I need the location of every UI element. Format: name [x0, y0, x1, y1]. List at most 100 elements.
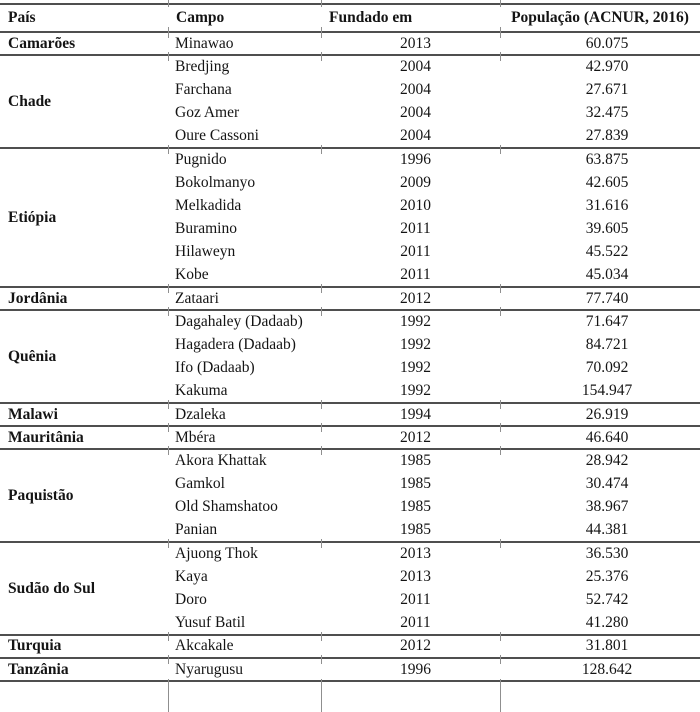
table-row: Kakuma 1992 154.947	[0, 380, 700, 403]
cell-camp: Hagadera (Dadaab)	[175, 336, 296, 354]
cell-camp: Kaya	[175, 567, 208, 585]
table-row: Paquistão Akora Khattak 1985 28.942	[0, 449, 700, 504]
table-row: Malawi Dzaleka 1994 26.919	[0, 403, 700, 426]
cell-camp: Old Shamshatoo	[175, 498, 278, 516]
cell-camp: Gamkol	[175, 475, 225, 493]
cell-founded-year: 1985	[400, 452, 431, 470]
cell-founded-year: 2012	[400, 428, 431, 446]
cell-founded-year: 2011	[400, 591, 431, 609]
table-row: Buramino 2011 39.605	[0, 218, 700, 241]
cell-population: 71.647	[585, 313, 629, 331]
table-row: Melkadida 2010 31.616	[0, 194, 700, 217]
cell-founded-year: 2004	[400, 58, 431, 76]
cell-population: 25.376	[585, 567, 629, 585]
column-tick	[500, 679, 501, 712]
cell-population: 77.740	[585, 289, 629, 307]
cell-population: 70.092	[585, 359, 629, 377]
table-row: Goz Amer 2004 32.475	[0, 102, 700, 125]
cell-camp: Panian	[175, 521, 218, 539]
table-row: Yusuf Batil 2011 41.280	[0, 612, 700, 635]
table-row: Oure Cassoni 2004 27.839	[0, 125, 700, 148]
table-row: Hilaweyn 2011 45.522	[0, 241, 700, 264]
cell-population: 31.801	[585, 637, 629, 655]
cell-founded-year: 2011	[400, 613, 431, 631]
cell-camp: Ifo (Dadaab)	[175, 359, 255, 377]
table-row: Camarões Minawao 2013 60.075	[0, 32, 700, 55]
cell-country: Paquistão	[8, 486, 74, 504]
cell-founded-year: 2011	[400, 243, 431, 261]
cell-population: 52.742	[585, 591, 629, 609]
cell-country: Jordânia	[8, 289, 68, 307]
table-row: Jordânia Zataari 2012 77.740	[0, 287, 700, 310]
column-tick	[321, 679, 322, 712]
cell-founded-year: 1992	[400, 313, 431, 331]
cell-population: 31.616	[585, 196, 629, 214]
cell-founded-year: 2009	[400, 173, 431, 191]
cell-camp: Minawao	[175, 34, 234, 52]
cell-population: 42.970	[585, 58, 629, 76]
cell-camp: Nyarugusu	[175, 660, 244, 678]
cell-founded-year: 1992	[400, 336, 431, 354]
cell-country: Malawi	[8, 405, 58, 423]
cell-founded-year: 1985	[400, 498, 431, 516]
cell-camp: Farchana	[175, 80, 232, 98]
cell-camp: Mbéra	[175, 428, 216, 446]
cell-country: Etiópia	[8, 208, 57, 226]
cell-population: 42.605	[585, 173, 629, 191]
cell-camp: Bredjing	[175, 58, 230, 76]
cell-founded-year: 2011	[400, 265, 431, 283]
cell-population: 32.475	[585, 104, 629, 122]
cell-population: 38.967	[585, 498, 629, 516]
table-row: Hagadera (Dadaab) 1992 84.721	[0, 333, 700, 356]
header-row: País Campo Fundado em População (ACNUR, …	[0, 4, 700, 32]
cell-population: 45.522	[585, 243, 629, 261]
cell-population: 44.381	[585, 521, 629, 539]
cell-camp: Akora Khattak	[175, 452, 267, 470]
cell-founded-year: 1994	[400, 405, 431, 423]
cell-founded-year: 2004	[400, 80, 431, 98]
table-row: Ifo (Dadaab) 1992 70.092	[0, 357, 700, 380]
cell-camp: Bokolmanyo	[175, 173, 256, 191]
cell-country: Chade	[8, 92, 52, 110]
cell-camp: Kakuma	[175, 381, 228, 399]
table-row: Kaya 2013 25.376	[0, 565, 700, 588]
cell-founded-year: 1985	[400, 475, 431, 493]
cell-population: 27.671	[585, 80, 629, 98]
cell-country: Sudão do Sul	[8, 579, 96, 597]
cell-population: 36.530	[585, 545, 629, 563]
cell-founded-year: 2004	[400, 126, 431, 144]
cell-country: Mauritânia	[8, 428, 84, 446]
cell-founded-year: 1985	[400, 521, 431, 539]
table-row: Gamkol 1985 30.474	[0, 473, 700, 496]
table-row: Mauritânia Mbéra 2012 46.640	[0, 426, 700, 449]
column-header-fundado: Fundado em	[329, 9, 413, 26]
cell-country: Turquia	[8, 637, 62, 655]
cell-population: 26.919	[585, 405, 629, 423]
cell-founded-year: 1992	[400, 381, 431, 399]
cell-camp: Dzaleka	[175, 405, 226, 423]
cell-camp: Melkadida	[175, 196, 242, 214]
table-row: Sudão do Sul Ajuong Thok 2013 36.530	[0, 542, 700, 597]
cell-founded-year: 2013	[400, 567, 431, 585]
cell-camp: Dagahaley (Dadaab)	[175, 313, 303, 331]
cell-founded-year: 2013	[400, 34, 431, 52]
cell-population: 45.034	[585, 265, 629, 283]
cell-population: 60.075	[585, 34, 629, 52]
column-header-populacao: População (ACNUR, 2016)	[511, 9, 689, 26]
refugee-camps-table: País Campo Fundado em População (ACNUR, …	[0, 3, 700, 682]
cell-camp: Hilaweyn	[175, 243, 236, 261]
cell-camp: Yusuf Batil	[175, 613, 246, 631]
cell-founded-year: 1992	[400, 359, 431, 377]
cell-country: Camarões	[8, 34, 76, 52]
cell-population: 154.947	[581, 381, 633, 399]
cell-founded-year: 2012	[400, 289, 431, 307]
cell-population: 84.721	[585, 336, 629, 354]
cell-founded-year: 2004	[400, 104, 431, 122]
table-row: Kobe 2011 45.034	[0, 264, 700, 287]
cell-country: Tanzânia	[8, 660, 69, 678]
table-row: Farchana 2004 27.671	[0, 78, 700, 101]
cell-population: 30.474	[585, 475, 629, 493]
table-row: Panian 1985 44.381	[0, 519, 700, 542]
cell-founded-year: 2012	[400, 637, 431, 655]
